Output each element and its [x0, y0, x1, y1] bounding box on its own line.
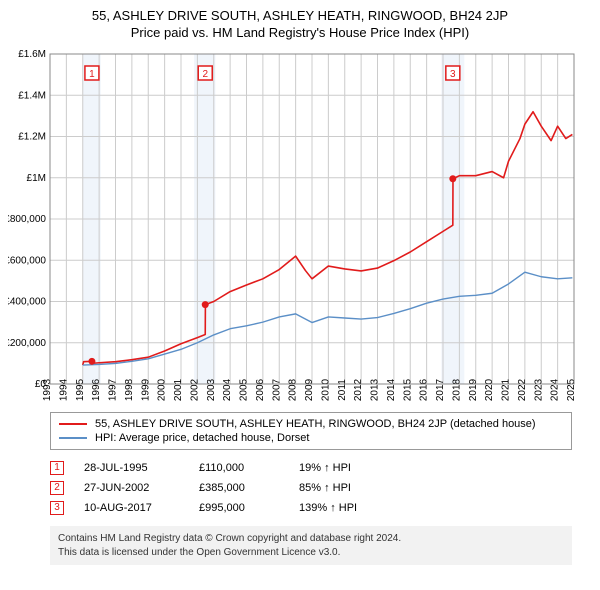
svg-text:2023: 2023 — [533, 378, 544, 401]
sale-pct-vs-hpi: 85% ↑ HPI — [299, 482, 389, 494]
sale-pct-vs-hpi: 139% ↑ HPI — [299, 502, 389, 514]
sale-date: 10-AUG-2017 — [84, 502, 179, 514]
chart-title: 55, ASHLEY DRIVE SOUTH, ASHLEY HEATH, RI… — [8, 8, 592, 23]
svg-text:2010: 2010 — [320, 378, 331, 401]
svg-text:£1.2M: £1.2M — [18, 132, 46, 143]
line-chart-svg: £0£200,000£400,000£600,000£800,000£1M£1.… — [8, 46, 592, 406]
svg-text:2020: 2020 — [484, 378, 495, 401]
svg-text:2006: 2006 — [255, 378, 266, 401]
sale-price: £995,000 — [199, 502, 279, 514]
svg-text:2002: 2002 — [189, 378, 200, 401]
sale-date: 27-JUN-2002 — [84, 482, 179, 494]
svg-text:2013: 2013 — [370, 378, 381, 401]
svg-text:£400,000: £400,000 — [8, 297, 46, 308]
svg-text:3: 3 — [450, 69, 456, 80]
svg-text:2000: 2000 — [157, 378, 168, 401]
svg-text:2018: 2018 — [451, 378, 462, 401]
svg-text:2015: 2015 — [402, 378, 413, 401]
svg-text:2004: 2004 — [222, 378, 233, 401]
legend-label: 55, ASHLEY DRIVE SOUTH, ASHLEY HEATH, RI… — [95, 418, 536, 430]
svg-text:2022: 2022 — [517, 378, 528, 401]
svg-text:£1.6M: £1.6M — [18, 49, 46, 60]
svg-text:£800,000: £800,000 — [8, 214, 46, 225]
sales-row: 1 28-JUL-1995 £110,000 19% ↑ HPI — [50, 458, 572, 478]
legend-item: HPI: Average price, detached house, Dors… — [59, 431, 563, 445]
svg-text:1999: 1999 — [140, 378, 151, 401]
svg-text:2001: 2001 — [173, 378, 184, 401]
svg-text:2021: 2021 — [501, 378, 512, 401]
legend-swatch — [59, 423, 87, 425]
svg-text:2025: 2025 — [566, 378, 577, 401]
sale-marker-box: 2 — [50, 481, 64, 495]
svg-text:2009: 2009 — [304, 378, 315, 401]
sale-date: 28-JUL-1995 — [84, 462, 179, 474]
footer-line-1: Contains HM Land Registry data © Crown c… — [58, 532, 564, 546]
svg-text:1998: 1998 — [124, 378, 135, 401]
chart-subtitle: Price paid vs. HM Land Registry's House … — [8, 25, 592, 40]
svg-text:2014: 2014 — [386, 378, 397, 401]
svg-text:£1.4M: £1.4M — [18, 90, 46, 101]
svg-text:2024: 2024 — [550, 378, 561, 401]
sales-row: 3 10-AUG-2017 £995,000 139% ↑ HPI — [50, 498, 572, 518]
svg-text:1994: 1994 — [58, 378, 69, 401]
attribution-footer: Contains HM Land Registry data © Crown c… — [50, 526, 572, 565]
svg-text:2011: 2011 — [337, 379, 348, 401]
sale-price: £110,000 — [199, 462, 279, 474]
legend-item: 55, ASHLEY DRIVE SOUTH, ASHLEY HEATH, RI… — [59, 417, 563, 431]
sale-price: £385,000 — [199, 482, 279, 494]
sales-row: 2 27-JUN-2002 £385,000 85% ↑ HPI — [50, 478, 572, 498]
legend: 55, ASHLEY DRIVE SOUTH, ASHLEY HEATH, RI… — [50, 412, 572, 450]
sale-marker-box: 3 — [50, 501, 64, 515]
svg-text:2017: 2017 — [435, 378, 446, 401]
svg-text:2019: 2019 — [468, 378, 479, 401]
svg-text:1995: 1995 — [75, 378, 86, 401]
sale-marker-box: 1 — [50, 461, 64, 475]
svg-text:2: 2 — [202, 69, 208, 80]
svg-text:£200,000: £200,000 — [8, 338, 46, 349]
svg-text:1997: 1997 — [108, 378, 119, 401]
svg-text:1993: 1993 — [42, 378, 53, 401]
svg-text:1996: 1996 — [91, 378, 102, 401]
sales-table: 1 28-JUL-1995 £110,000 19% ↑ HPI 2 27-JUN-200… — [50, 458, 572, 518]
footer-line-2: This data is licensed under the Open Gov… — [58, 546, 564, 560]
svg-text:2016: 2016 — [419, 378, 430, 401]
svg-text:2012: 2012 — [353, 378, 364, 401]
legend-label: HPI: Average price, detached house, Dors… — [95, 432, 309, 444]
svg-text:£600,000: £600,000 — [8, 255, 46, 266]
svg-text:2007: 2007 — [271, 378, 282, 401]
legend-swatch — [59, 437, 87, 439]
svg-text:2005: 2005 — [239, 378, 250, 401]
svg-text:1: 1 — [89, 69, 95, 80]
svg-text:2003: 2003 — [206, 378, 217, 401]
chart-area: £0£200,000£400,000£600,000£800,000£1M£1.… — [8, 46, 592, 406]
sale-pct-vs-hpi: 19% ↑ HPI — [299, 462, 389, 474]
svg-text:£1M: £1M — [27, 173, 46, 184]
svg-text:2008: 2008 — [288, 378, 299, 401]
